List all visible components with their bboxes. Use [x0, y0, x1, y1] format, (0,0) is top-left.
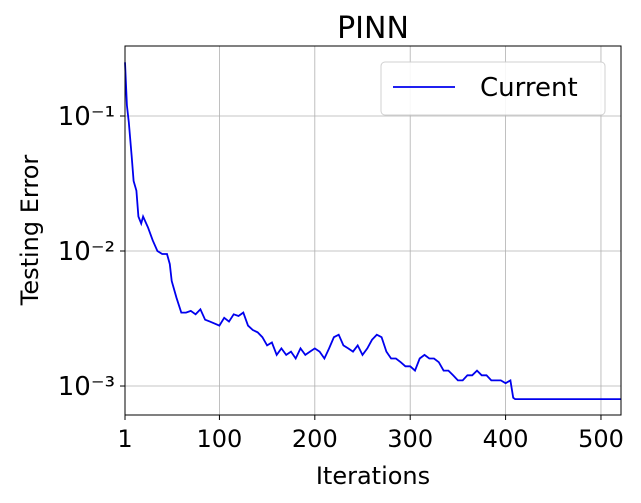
legend-box [380, 61, 606, 116]
chart-title: PINN [337, 11, 409, 46]
y-tick-label: 10⁻² [58, 237, 115, 267]
x-tick-label: 1 [117, 425, 132, 453]
x-tick-label: 300 [387, 425, 433, 453]
x-tick-label: 200 [292, 425, 338, 453]
y-tick-label: 10⁻³ [58, 372, 115, 402]
x-tick-label: 500 [578, 425, 624, 453]
x-tick-label: 100 [197, 425, 243, 453]
plot-frame [124, 45, 622, 416]
y-tick-label: 10⁻¹ [58, 102, 115, 132]
series-line [124, 62, 621, 400]
x-axis-label: Iterations [316, 462, 430, 490]
legend-label: Current [480, 73, 578, 103]
x-tick-label: 400 [483, 425, 529, 453]
y-axis-label: Testing Error [16, 155, 44, 307]
